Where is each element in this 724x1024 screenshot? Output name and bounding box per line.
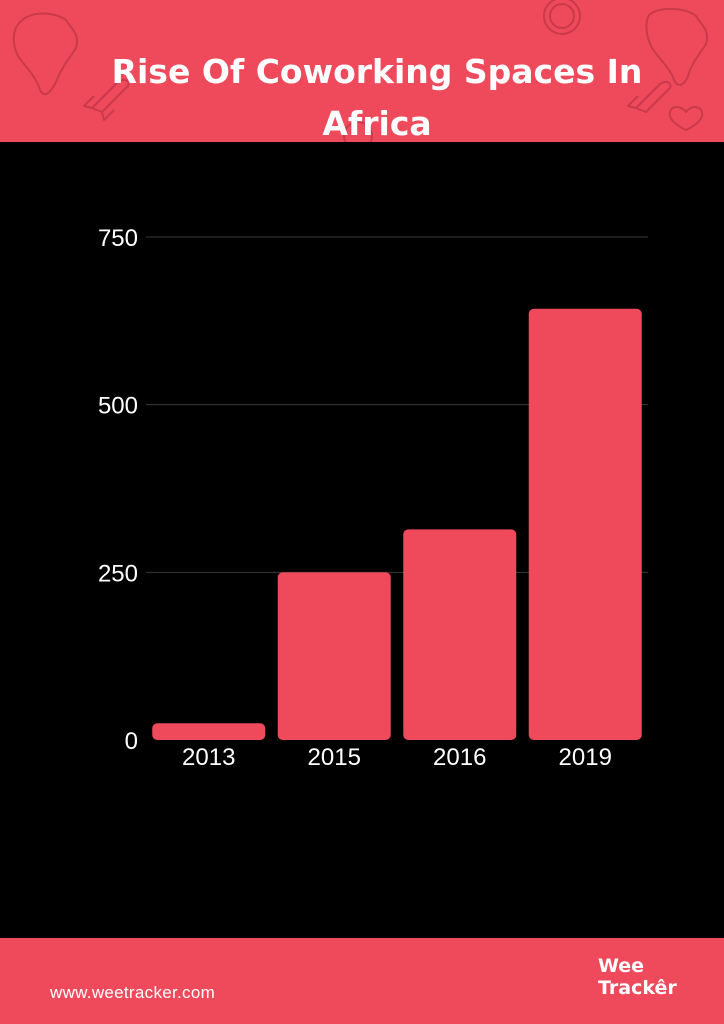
header-banner: Rise Of Coworking Spaces In Africa — [0, 0, 724, 142]
africa-map-icon — [12, 12, 78, 96]
y-tick-label: 750 — [98, 225, 138, 252]
dollar-coin-icon — [543, 0, 581, 35]
website-link[interactable]: www.weetracker.com — [50, 983, 216, 1002]
footer-banner — [0, 938, 724, 1024]
weetracker-logo: Wee Trackêr — [598, 955, 677, 999]
x-tick-label: 2015 — [308, 744, 361, 771]
x-tick-label: 2016 — [433, 744, 486, 771]
bar-2016 — [403, 529, 517, 740]
rocket-icon — [83, 78, 130, 121]
logo-line-1: Wee — [598, 955, 645, 977]
dollar-coin-icon — [343, 121, 373, 142]
y-tick-label: 0 — [125, 728, 138, 755]
y-tick-label: 250 — [98, 560, 138, 587]
page-title: Rise Of Coworking Spaces In Africa — [111, 52, 643, 142]
bar-2013 — [152, 723, 266, 740]
bar-chart: 0 250 500 750 2013 2015 2016 2019 — [98, 225, 648, 771]
heart-icon — [668, 106, 704, 131]
x-tick-label: 2019 — [559, 744, 612, 771]
rocket-icon — [627, 80, 672, 113]
bar-2015 — [277, 572, 391, 740]
africa-map-icon — [645, 8, 708, 86]
x-tick-label: 2013 — [182, 744, 235, 771]
bar-2019 — [528, 308, 642, 740]
logo-line-2: Trackêr — [598, 977, 677, 999]
y-tick-label: 500 — [98, 393, 138, 420]
header-background — [0, 0, 724, 142]
